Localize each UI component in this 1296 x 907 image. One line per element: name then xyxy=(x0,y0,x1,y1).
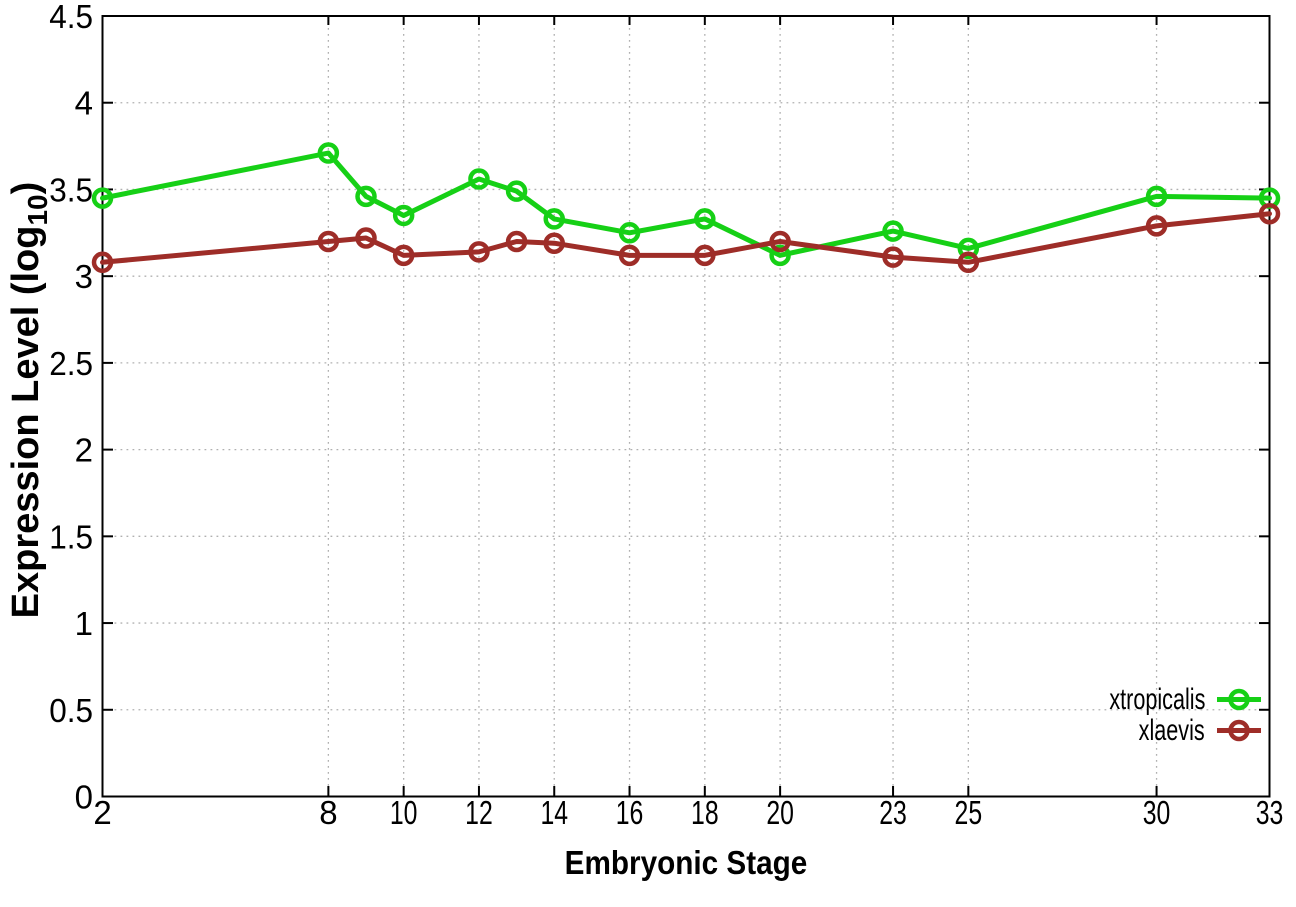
data-point-xtropicalis-stage-30 xyxy=(1145,185,1168,208)
data-point-xtropicalis-stage-12 xyxy=(468,168,490,190)
legend-marker-xtropicalis xyxy=(1217,688,1261,711)
y-tick-label-1: 1 xyxy=(75,605,93,642)
y-axis-label-text: Expression Level (log xyxy=(5,225,47,619)
x-axis-label: Embryonic Stage xyxy=(564,844,808,881)
data-point-xtropicalis-stage-8 xyxy=(317,142,340,164)
data-point-xtropicalis-stage-16 xyxy=(618,222,641,244)
legend-item-xlaevis: xlaevis xyxy=(1072,713,1261,747)
data-point-xlaevis-stage-12 xyxy=(468,241,490,263)
data-point-xlaevis-stage-14 xyxy=(543,232,565,254)
data-point-xlaevis-stage-23 xyxy=(882,246,904,268)
data-point-xtropicalis-stage-14 xyxy=(543,208,565,230)
y-tick-label-1.5: 1.5 xyxy=(49,518,93,555)
data-point-xlaevis-stage-13 xyxy=(505,230,528,253)
data-point-xlaevis-stage-18 xyxy=(694,244,716,267)
data-point-xlaevis-stage-33 xyxy=(1258,202,1281,225)
y-axis-label-subscript: 10 xyxy=(22,194,53,226)
data-point-xtropicalis-stage-13 xyxy=(505,180,528,202)
data-point-xlaevis-stage-16 xyxy=(618,244,641,267)
x-tick-label-33: 33 xyxy=(1256,794,1284,831)
data-point-xlaevis-stage-9 xyxy=(355,227,377,249)
x-tick-label-14: 14 xyxy=(540,794,568,831)
data-point-xlaevis-stage-10 xyxy=(392,244,415,267)
y-tick-label-4: 4 xyxy=(75,85,93,122)
legend-sample-circle xyxy=(1228,688,1250,711)
legend-item-xtropicalis: xtropicalis xyxy=(1072,682,1261,716)
data-point-xtropicalis-stage-23 xyxy=(882,220,904,242)
data-point-xtropicalis-stage-2 xyxy=(91,187,114,209)
y-tick-label-3: 3 xyxy=(75,258,93,295)
x-tick-label-16: 16 xyxy=(616,794,644,831)
legend-label-xlaevis: xlaevis xyxy=(1138,713,1205,747)
y-tick-label-2: 2 xyxy=(75,432,93,469)
data-point-xtropicalis-stage-25 xyxy=(957,237,980,260)
data-point-xlaevis-stage-25 xyxy=(957,251,980,274)
y-tick-label-3.5: 3.5 xyxy=(49,171,93,208)
legend-label-xtropicalis: xtropicalis xyxy=(1108,682,1205,716)
data-point-xtropicalis-stage-20 xyxy=(769,244,791,267)
data-point-xlaevis-stage-20 xyxy=(769,230,791,253)
data-point-xlaevis-stage-2 xyxy=(91,251,114,274)
y-tick-label-0.5: 0.5 xyxy=(49,692,93,729)
y-tick-label-2.5: 2.5 xyxy=(49,345,93,382)
legend-marker-xlaevis xyxy=(1217,719,1261,742)
legend: xtropicalis xlaevis xyxy=(1072,682,1261,747)
plot-border xyxy=(101,15,1271,798)
data-point-xtropicalis-stage-18 xyxy=(694,208,716,230)
data-point-xtropicalis-stage-9 xyxy=(355,185,377,208)
data-point-xlaevis-stage-8 xyxy=(317,230,340,253)
x-tick-label-2: 2 xyxy=(93,794,111,831)
y-tick-label-0: 0 xyxy=(75,779,93,816)
data-point-xtropicalis-stage-10 xyxy=(392,204,415,227)
x-tick-label-23: 23 xyxy=(879,794,907,831)
data-point-xlaevis-stage-30 xyxy=(1145,215,1168,237)
x-tick-label-18: 18 xyxy=(691,794,719,831)
x-tick-label-8: 8 xyxy=(319,794,337,831)
y-axis-label-suffix: ) xyxy=(5,181,47,195)
legend-sample-circle xyxy=(1228,719,1250,742)
x-tick-label-20: 20 xyxy=(766,794,794,831)
x-tick-label-25: 25 xyxy=(955,794,983,831)
y-axis-label: Expression Level (log10) xyxy=(2,150,53,650)
x-tick-label-30: 30 xyxy=(1143,794,1171,831)
y-tick-label-4.5: 4.5 xyxy=(49,0,93,35)
x-tick-label-10: 10 xyxy=(390,794,418,831)
x-tick-label-12: 12 xyxy=(465,794,493,831)
